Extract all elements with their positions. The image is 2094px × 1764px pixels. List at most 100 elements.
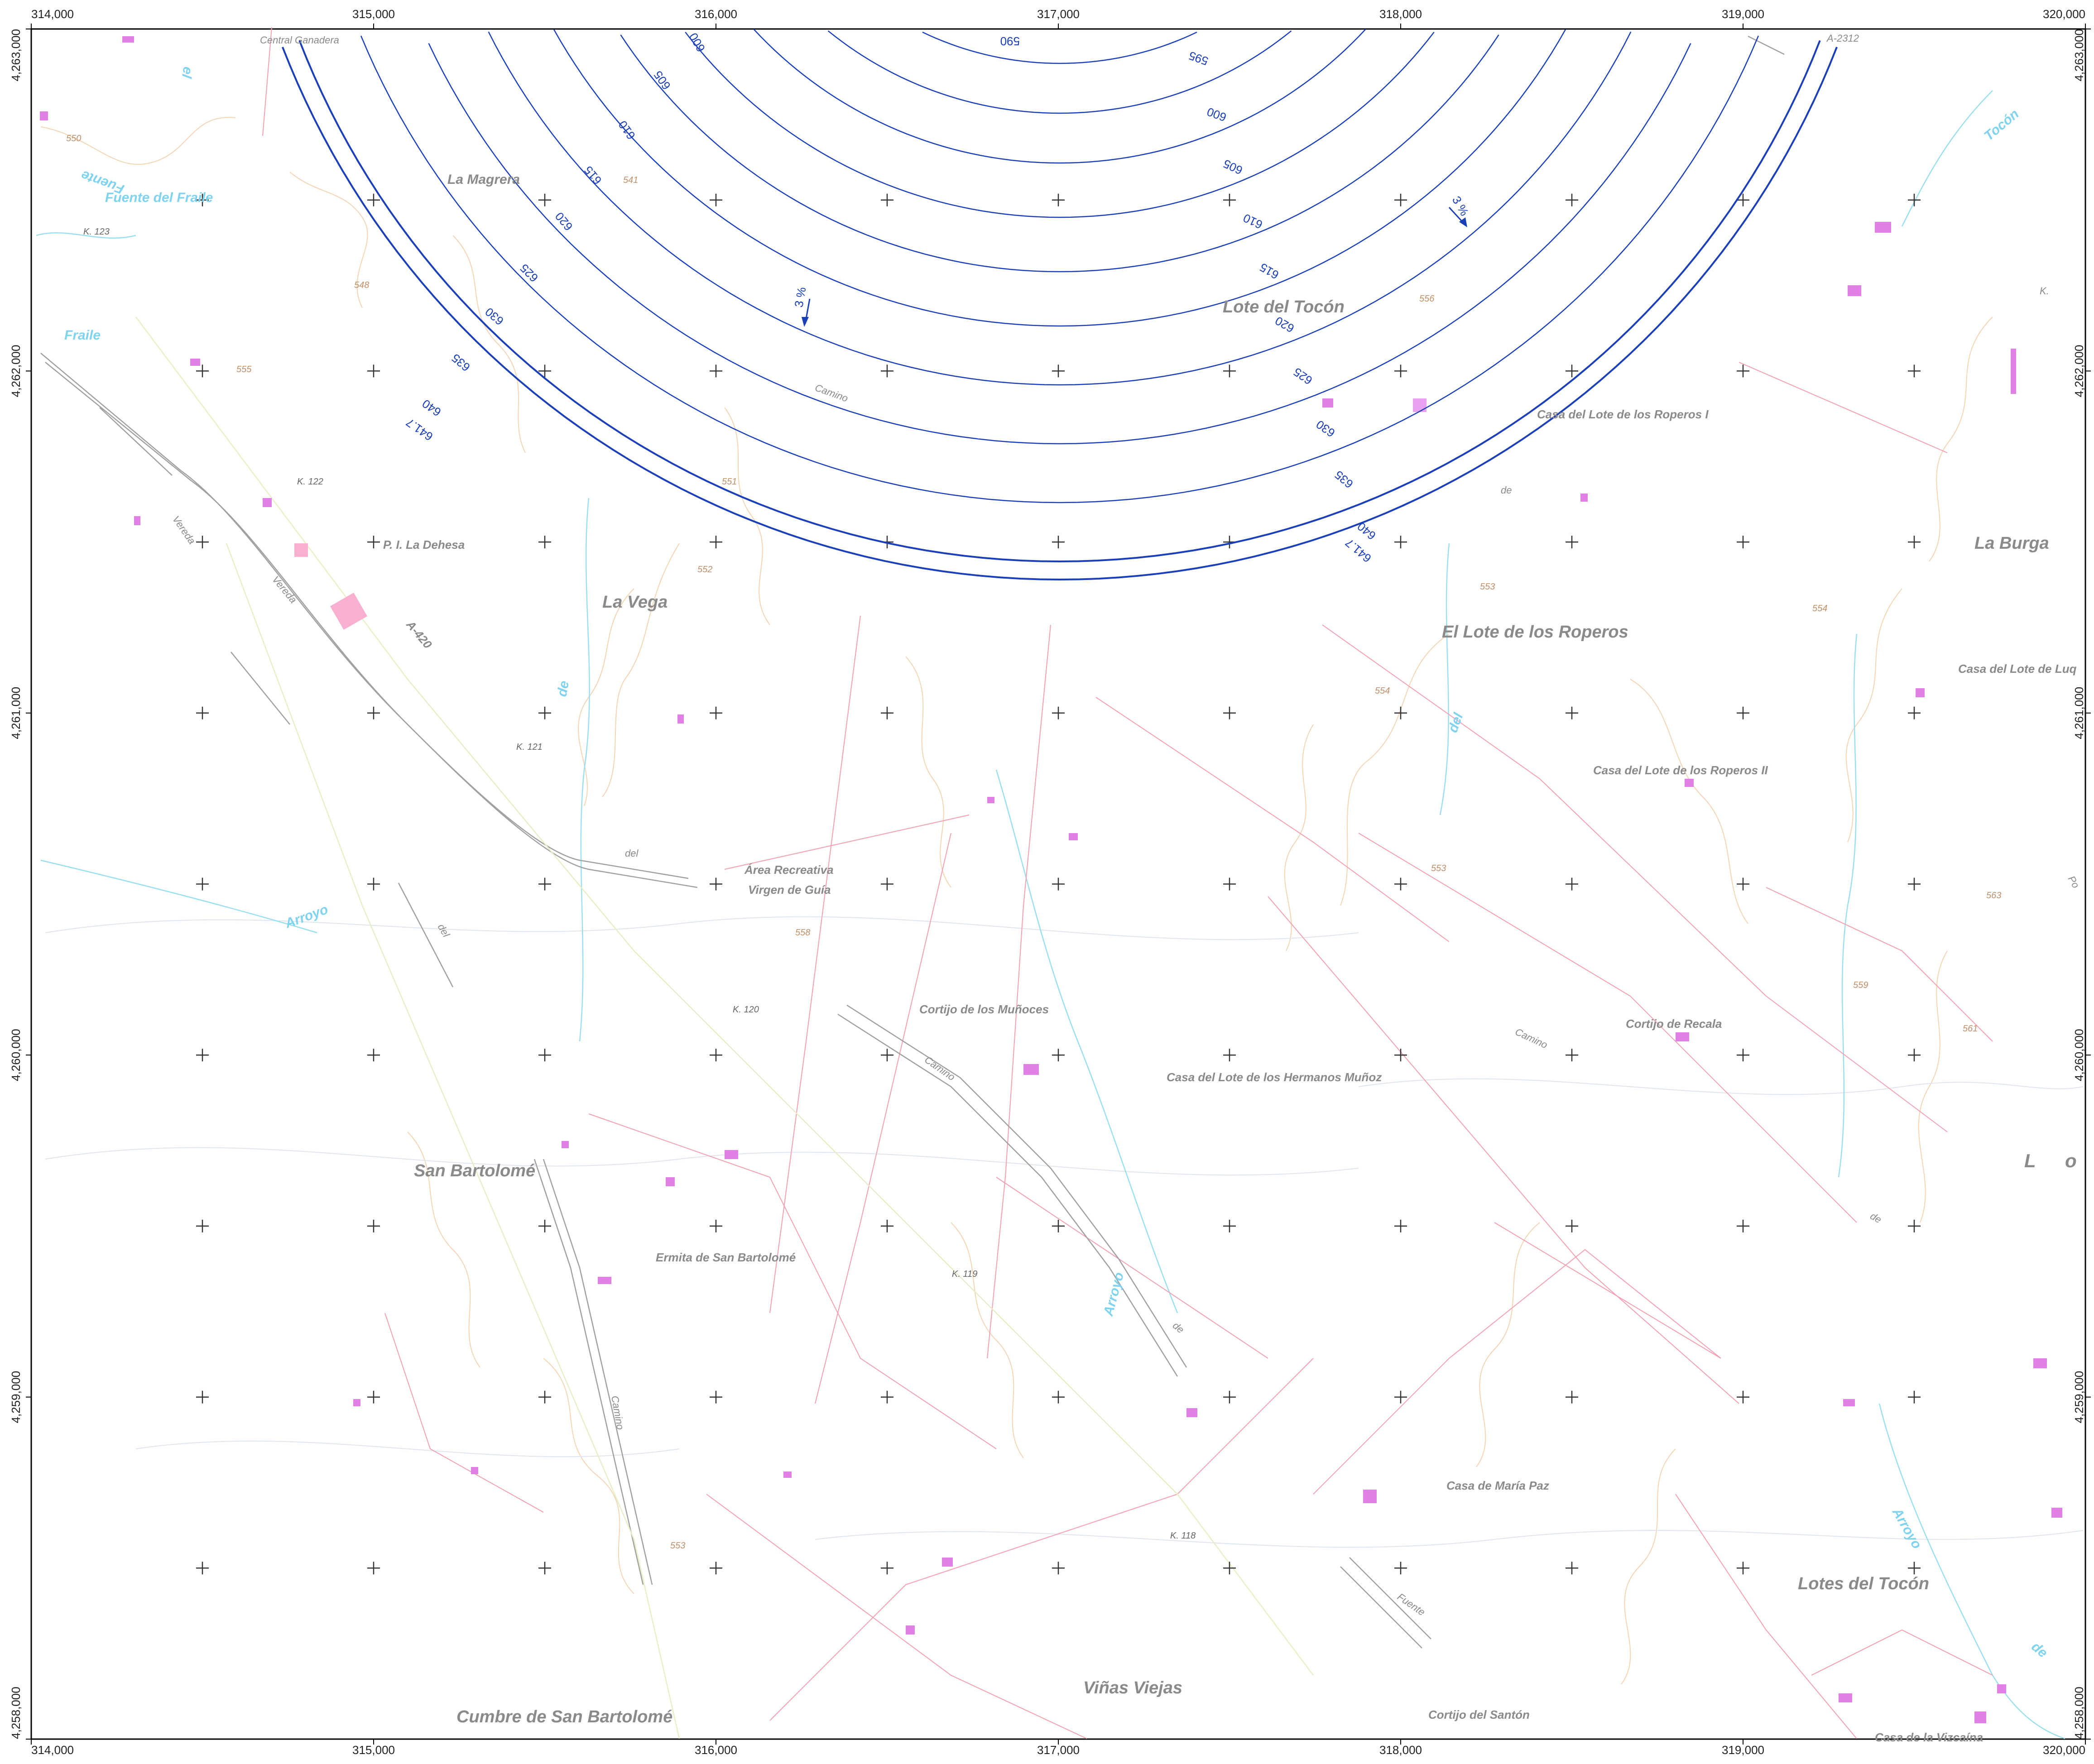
label-casa-lote-luq: Casa del Lote de Luq xyxy=(1958,662,2077,676)
label-casa-roperos-2: Casa del Lote de los Roperos II xyxy=(1593,763,1768,777)
grid-cross xyxy=(1394,1049,1407,1062)
label-ermita-san-bartolome: Ermita de San Bartolomé xyxy=(656,1251,796,1264)
spot-height: 553 xyxy=(1480,582,1495,592)
easting-label-top: 320,000 xyxy=(2043,7,2085,21)
contour-arc xyxy=(753,29,1366,164)
grid-cross xyxy=(1908,536,1921,549)
label-k123: K. 123 xyxy=(83,227,110,237)
grid-cross xyxy=(881,706,893,719)
label-cortijo-santon: Cortijo del Santón xyxy=(1428,1708,1530,1721)
grid-cross xyxy=(1737,1390,1749,1404)
label-de-2: de xyxy=(1501,484,1512,496)
grid-cross xyxy=(1908,1390,1921,1404)
label-fraile: Fraile xyxy=(64,328,101,343)
easting-label-bottom: 314,000 xyxy=(31,1743,74,1757)
grid-cross xyxy=(1394,536,1407,549)
label-fuente-del-fraile: Fuente del Fraile xyxy=(105,190,213,205)
grid-cross xyxy=(1394,706,1407,719)
grid-cross xyxy=(1052,1390,1065,1404)
northing-label-right: 4,261,000 xyxy=(2072,687,2086,739)
label-k122: K. 122 xyxy=(297,477,323,487)
easting-label-top: 317,000 xyxy=(1037,7,1080,21)
spot-heights: 550 541 548 555 556 551 552 553 554 553 … xyxy=(66,134,2001,1551)
label-la-magrera: La Magrera xyxy=(447,172,520,187)
grid-cross xyxy=(710,877,722,891)
grid-cross xyxy=(538,364,551,378)
grid-cross xyxy=(710,1562,722,1575)
label-la-burga: La Burga xyxy=(1974,534,2049,553)
grid-cross xyxy=(1737,1562,1749,1575)
northing-label-left: 4,263,000 xyxy=(9,29,23,81)
grid-cross xyxy=(1737,193,1749,206)
contour-arc xyxy=(488,31,1632,386)
grid-cross xyxy=(196,1049,209,1062)
grid-cross xyxy=(1908,1219,1921,1232)
label-cortijo-recala: Cortijo de Recala xyxy=(1626,1017,1722,1031)
northing-label-right: 4,259,000 xyxy=(2072,1371,2086,1424)
grid-cross xyxy=(710,1390,722,1404)
grid-cross xyxy=(538,706,551,719)
grid-cross xyxy=(1223,1562,1236,1575)
grid-cross xyxy=(1394,877,1407,891)
label-virgen-guia: Virgen de Guía xyxy=(748,883,831,896)
contour-arc xyxy=(620,34,1499,273)
grid-cross xyxy=(196,536,209,549)
label-k-small: K. xyxy=(2040,285,2049,297)
contour-arc xyxy=(827,30,1292,114)
label-pi-la-dehesa: P. I. La Dehesa xyxy=(383,538,465,551)
grid-cross xyxy=(1908,1049,1921,1062)
grid-cross xyxy=(1566,193,1578,206)
grid-cross xyxy=(1223,364,1236,378)
grid-cross xyxy=(1908,706,1921,719)
terrain-contours xyxy=(40,117,1993,1685)
easting-label-top: 316,000 xyxy=(695,7,737,21)
spot-height: 548 xyxy=(354,280,369,290)
spot-height: 555 xyxy=(236,364,252,374)
grid-cross xyxy=(196,364,209,378)
grid-cross xyxy=(1223,706,1236,719)
grid-cross xyxy=(1052,877,1065,891)
spot-height: 559 xyxy=(1853,980,1868,990)
easting-label-bottom: 320,000 xyxy=(2043,1743,2085,1757)
easting-label-bottom: 319,000 xyxy=(1722,1743,1764,1757)
grid-cross xyxy=(881,193,893,206)
grid-cross xyxy=(1223,193,1236,206)
grid-cross xyxy=(367,1390,380,1404)
parcel-boundaries xyxy=(262,27,1993,1739)
grid-cross xyxy=(1566,364,1578,378)
grid-cross xyxy=(1394,1219,1407,1232)
grid-cross xyxy=(881,877,893,891)
grid-cross xyxy=(538,877,551,891)
northing-label-right: 4,262,000 xyxy=(2072,345,2086,398)
place-labels: Central Ganadera La Magrera Fuente del F… xyxy=(64,33,2082,1744)
contour-arc xyxy=(428,43,1691,445)
northing-label-right: 4,260,000 xyxy=(2072,1029,2086,1081)
spot-height: 551 xyxy=(722,477,737,487)
contour-arc xyxy=(360,35,1759,503)
grid-cross xyxy=(1052,536,1065,549)
grid-cross xyxy=(710,1219,722,1232)
label-del-1: del xyxy=(625,848,639,859)
label-casa-roperos-1: Casa del Lote de los Roperos I xyxy=(1537,407,1709,421)
grid-cross xyxy=(1052,364,1065,378)
grid-cross xyxy=(1566,877,1578,891)
label-san-bartolome: San Bartolomé xyxy=(414,1161,535,1180)
axis-labels: 314,000 314,000 315,000 315,000 316,000 316,0… xyxy=(9,7,2091,1757)
grid-cross xyxy=(1394,193,1407,206)
grid-cross xyxy=(196,1219,209,1232)
grid-cross xyxy=(538,1049,551,1062)
grid-cross xyxy=(1737,877,1749,891)
easting-label-top: 318,000 xyxy=(1379,7,1422,21)
grid-cross xyxy=(367,1562,380,1575)
grid-cross xyxy=(538,193,551,206)
spot-height: 554 xyxy=(1375,686,1390,696)
grid-cross xyxy=(538,536,551,549)
blue-contours xyxy=(282,29,1838,581)
grid-cross xyxy=(196,1390,209,1404)
grid-cross xyxy=(1566,1562,1578,1575)
contour-arc xyxy=(922,31,1197,64)
grid-cross xyxy=(367,193,380,206)
grid-cross xyxy=(196,193,209,206)
label-de-1: de xyxy=(554,680,572,698)
